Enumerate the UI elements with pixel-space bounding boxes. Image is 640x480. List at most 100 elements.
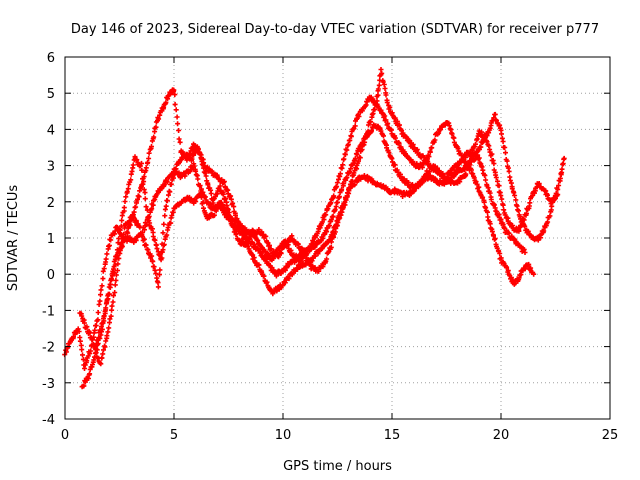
data-point: [386, 150, 392, 155]
data-points: [62, 67, 567, 390]
data-point: [81, 383, 87, 389]
data-point: [499, 131, 504, 137]
data-point: [140, 176, 145, 182]
data-point: [80, 356, 86, 362]
data-point: [137, 163, 143, 169]
data-point: [142, 190, 148, 196]
data-point: [223, 196, 229, 202]
grid: [65, 57, 610, 419]
data-point: [217, 183, 223, 189]
data-point: [101, 313, 107, 319]
data-point: [507, 178, 513, 183]
data-point: [117, 247, 123, 253]
data-point: [267, 242, 272, 248]
data-point: [343, 197, 349, 203]
data-point: [149, 253, 155, 259]
data-point: [144, 222, 150, 228]
series-track-2: [79, 161, 537, 390]
data-point: [234, 216, 240, 222]
data-point: [480, 194, 486, 200]
data-point: [492, 111, 498, 117]
data-point: [149, 206, 155, 212]
data-point: [111, 269, 117, 275]
data-point: [203, 173, 209, 179]
data-point: [87, 371, 93, 377]
data-point: [492, 236, 498, 242]
y-tick-label: 5: [47, 87, 55, 102]
data-point: [128, 177, 134, 183]
data-point: [351, 126, 357, 131]
x-tick-label: 25: [602, 428, 619, 443]
data-point: [191, 152, 197, 158]
data-point: [133, 204, 139, 210]
data-point: [459, 156, 465, 162]
data-point: [403, 151, 408, 157]
data-point: [114, 253, 120, 259]
data-point: [374, 98, 380, 104]
data-point: [101, 266, 107, 272]
data-point: [142, 196, 148, 202]
data-point: [112, 262, 118, 268]
data-point: [117, 227, 123, 233]
data-point: [112, 282, 118, 288]
data-point: [200, 199, 206, 205]
data-point: [521, 217, 527, 223]
data-point: [448, 127, 454, 133]
data-point: [131, 209, 137, 215]
data-point: [172, 101, 178, 107]
data-point: [483, 177, 489, 183]
data-point: [379, 70, 385, 76]
data-point: [522, 250, 528, 255]
data-point: [463, 171, 469, 177]
data-point: [139, 167, 145, 173]
data-point: [419, 164, 425, 170]
data-point: [167, 189, 173, 195]
data-point: [109, 303, 115, 309]
data-point: [154, 246, 160, 252]
data-point: [449, 131, 455, 137]
data-point: [104, 251, 110, 257]
data-point: [221, 179, 227, 185]
data-point: [280, 283, 286, 289]
y-tick-label: 2: [47, 196, 55, 211]
data-point: [199, 194, 204, 200]
data-point: [102, 344, 108, 350]
data-point: [107, 243, 112, 249]
data-point: [345, 141, 351, 147]
data-point: [76, 329, 82, 334]
data-point: [107, 316, 113, 322]
data-point: [513, 197, 519, 203]
data-point: [429, 145, 435, 151]
data-point: [561, 155, 567, 161]
data-point: [487, 190, 493, 196]
data-point: [474, 181, 480, 187]
data-point: [320, 235, 326, 241]
data-point: [405, 180, 411, 186]
data-point: [385, 186, 391, 192]
data-point: [381, 133, 386, 139]
y-tick-label: 1: [47, 232, 55, 247]
data-point: [78, 342, 84, 348]
data-point: [496, 183, 502, 189]
data-point: [344, 147, 350, 153]
data-point: [156, 116, 162, 122]
data-point: [113, 272, 119, 278]
series-track-1: [62, 87, 567, 371]
data-point: [382, 113, 388, 119]
data-point: [560, 161, 566, 167]
data-point: [108, 277, 114, 283]
data-point: [356, 114, 362, 119]
x-tick-label: 10: [275, 428, 292, 443]
chart-title-layer: Day 146 of 2023, Sidereal Day-to-day VTE…: [71, 22, 599, 37]
data-point: [88, 348, 94, 354]
data-point: [195, 176, 201, 182]
data-point: [115, 261, 121, 267]
data-point: [528, 265, 534, 271]
data-point: [473, 179, 479, 185]
data-point: [502, 145, 508, 150]
data-point: [157, 272, 162, 278]
data-point: [559, 166, 565, 172]
data-point: [149, 144, 154, 149]
data-point: [276, 254, 282, 260]
data-point: [137, 224, 143, 230]
